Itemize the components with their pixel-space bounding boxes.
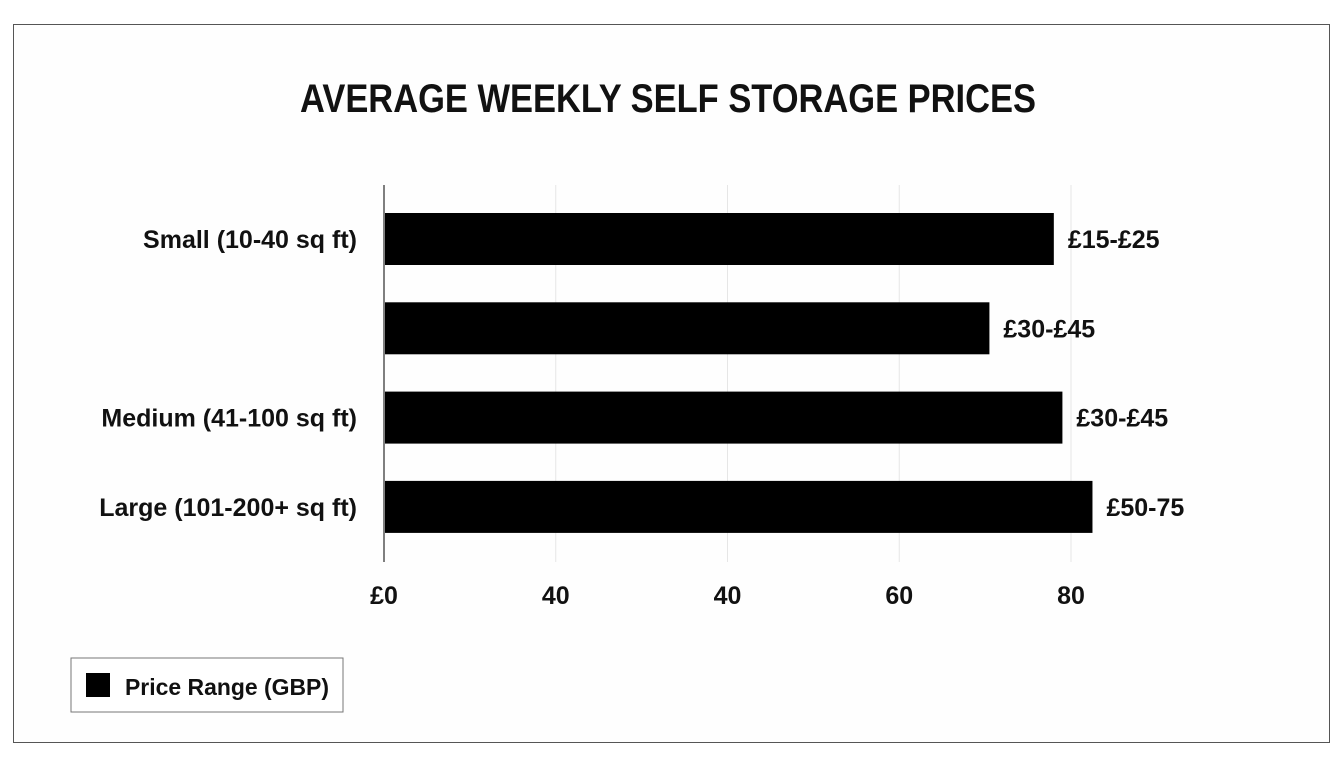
x-tick-label: 40 — [542, 582, 570, 610]
legend: Price Range (GBP) — [70, 657, 344, 713]
x-tick-label: 40 — [714, 582, 742, 610]
x-tick-label: £0 — [370, 582, 398, 610]
legend-swatch — [86, 673, 110, 697]
x-tick-label: 60 — [885, 582, 913, 610]
category-label: Small (10-40 sq ft) — [143, 226, 357, 254]
bar-value-label: £15-£25 — [1068, 226, 1160, 254]
bar-value-label: £50-75 — [1106, 494, 1184, 522]
chart-title: AVERAGE WEEKLY SELF STORAGE PRICES — [300, 77, 1036, 121]
legend-box — [70, 657, 344, 713]
bar-value-label: £30-£45 — [1003, 315, 1095, 343]
bar — [385, 213, 1054, 265]
category-label: Large (101-200+ sq ft) — [99, 494, 357, 522]
bar — [385, 480, 1093, 533]
chart-frame — [13, 24, 1330, 743]
bar-value-label: £30-£45 — [1076, 405, 1168, 433]
legend-label: Price Range (GBP) — [125, 674, 329, 700]
bar — [385, 391, 1063, 444]
category-label: Medium (41-100 sq ft) — [101, 405, 357, 433]
bar — [385, 302, 990, 355]
x-tick-label: 80 — [1057, 582, 1085, 610]
